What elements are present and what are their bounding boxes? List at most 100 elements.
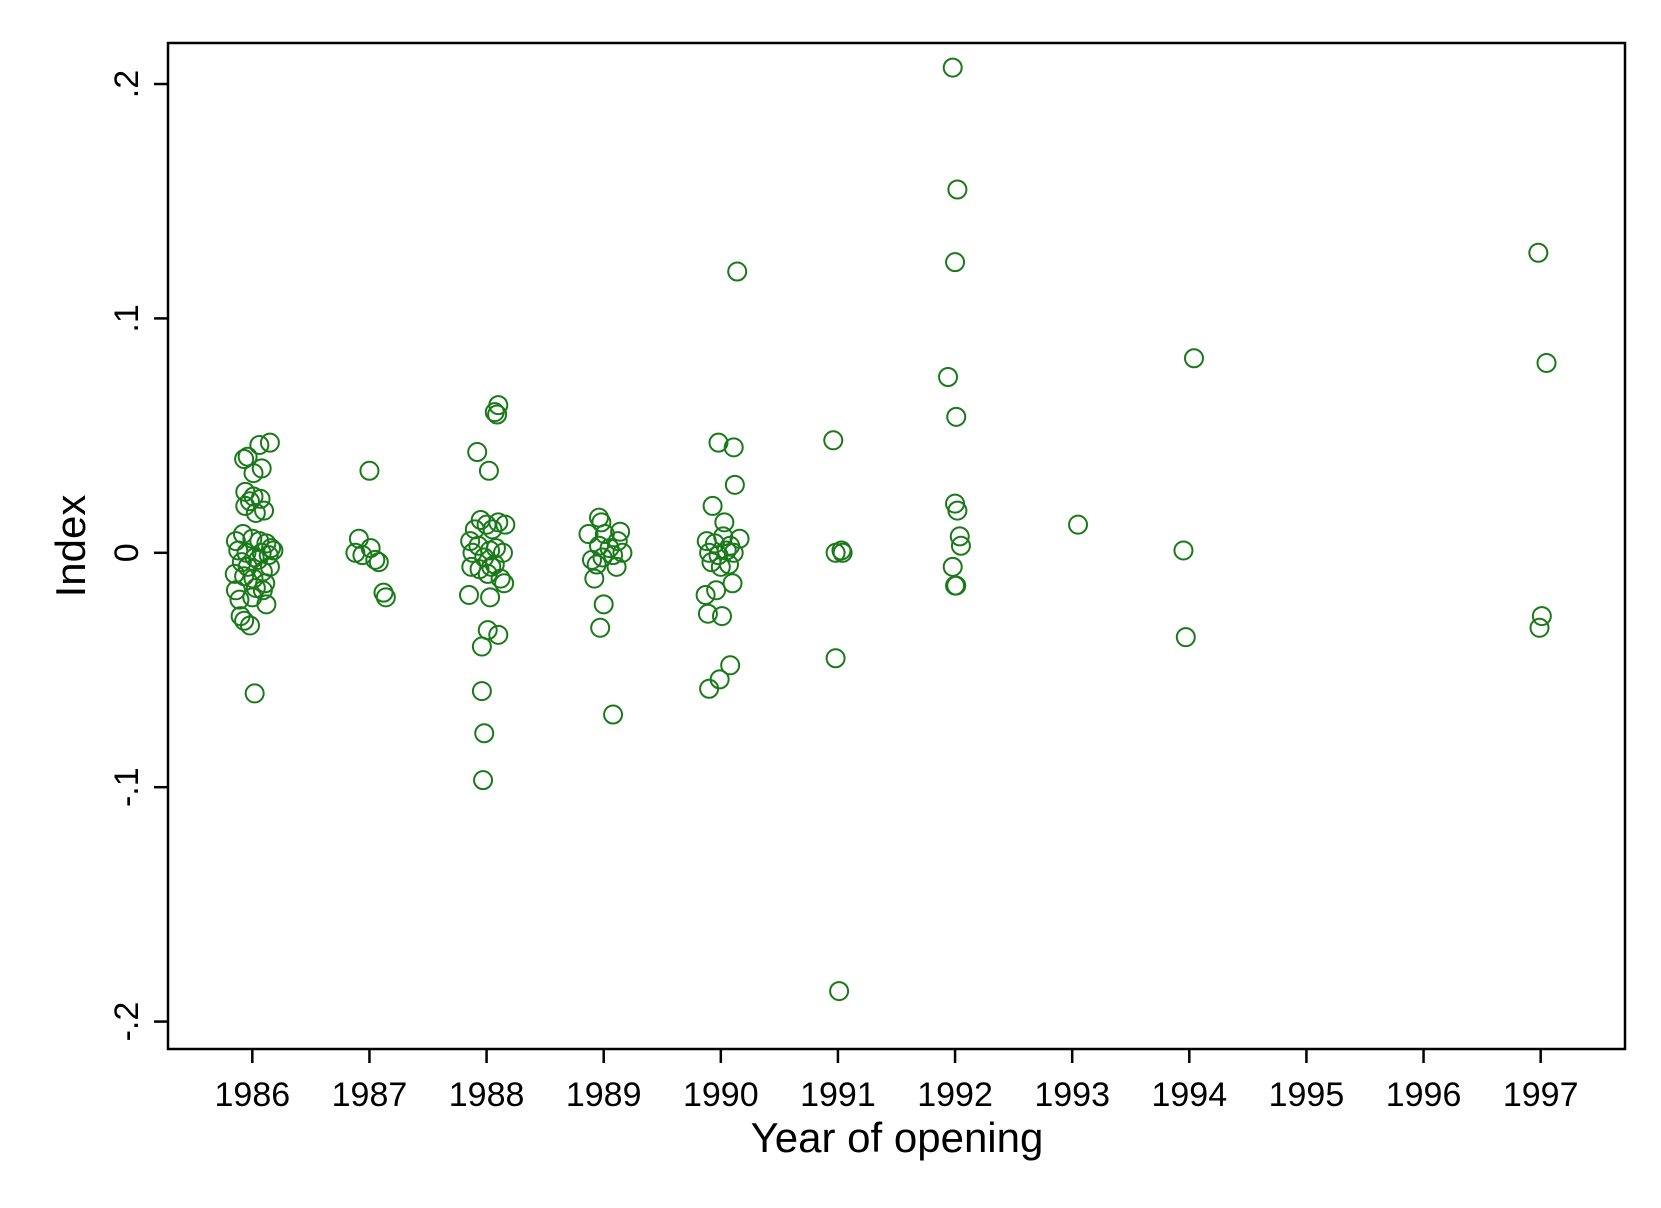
data-point <box>947 500 968 521</box>
data-point <box>710 556 731 577</box>
y-tick-label: 0 <box>108 543 146 562</box>
y-tick-label: .2 <box>108 70 146 98</box>
data-point <box>578 524 599 545</box>
data-point <box>365 549 386 570</box>
data-point <box>474 723 495 744</box>
data-point <box>495 514 516 535</box>
data-point <box>471 681 492 702</box>
data-point <box>359 460 380 481</box>
data-point <box>231 552 252 573</box>
x-tick-label: 1991 <box>800 1076 876 1114</box>
data-point <box>237 556 258 577</box>
y-tick-label: .1 <box>108 304 146 332</box>
data-point <box>723 437 744 458</box>
data-point <box>1183 348 1204 369</box>
data-point <box>235 495 256 516</box>
data-point <box>482 519 503 540</box>
data-point <box>1175 627 1196 648</box>
data-point <box>459 584 480 605</box>
data-point <box>720 655 741 676</box>
data-point <box>471 636 492 657</box>
data-point <box>1068 514 1089 535</box>
x-tick-label: 1989 <box>566 1076 642 1114</box>
y-axis-title: Index <box>47 495 94 598</box>
x-tick-label: 1995 <box>1269 1076 1345 1114</box>
data-point <box>711 606 732 627</box>
data-point <box>723 542 744 563</box>
data-point <box>228 540 249 561</box>
data-point <box>942 57 963 78</box>
data-point <box>1531 606 1552 627</box>
data-point <box>239 491 260 512</box>
data-point <box>481 556 502 577</box>
data-point <box>946 406 967 427</box>
data-point <box>1173 540 1194 561</box>
x-tick-label: 1987 <box>332 1076 408 1114</box>
data-point <box>606 556 627 577</box>
data-point <box>1529 617 1550 638</box>
data-point <box>709 669 730 690</box>
data-point <box>239 615 260 636</box>
data-point <box>478 460 499 481</box>
data-points <box>224 57 1557 1002</box>
data-point <box>225 580 246 601</box>
data-point <box>699 678 720 699</box>
data-point <box>949 526 970 547</box>
data-point <box>477 620 498 641</box>
data-point <box>603 545 624 566</box>
data-point <box>825 648 846 669</box>
data-point <box>603 704 624 725</box>
data-point <box>586 554 607 575</box>
data-point <box>248 549 269 570</box>
data-point <box>375 587 396 608</box>
data-point <box>823 430 844 451</box>
data-point <box>581 549 602 570</box>
data-point <box>225 531 246 552</box>
y-tick-label: -.1 <box>108 767 146 807</box>
data-point <box>467 442 488 463</box>
data-point <box>590 617 611 638</box>
data-point <box>256 533 277 554</box>
x-tick-label: 1990 <box>683 1076 759 1114</box>
data-point <box>727 261 748 282</box>
data-point <box>254 500 275 521</box>
data-point <box>722 573 743 594</box>
data-point <box>245 502 266 523</box>
data-point <box>259 432 280 453</box>
data-point <box>610 521 631 542</box>
data-point <box>706 580 727 601</box>
data-point <box>473 770 494 791</box>
y-tick-label: -.2 <box>108 1002 146 1042</box>
data-point <box>708 432 729 453</box>
data-point <box>484 554 505 575</box>
data-point <box>229 589 250 610</box>
data-point <box>480 587 501 608</box>
data-point <box>234 449 255 470</box>
data-point <box>945 252 966 273</box>
data-point <box>697 603 718 624</box>
plot-frame <box>166 41 1627 1051</box>
data-point <box>1536 352 1557 373</box>
x-tick-label: 1986 <box>215 1076 291 1114</box>
data-point <box>592 547 613 568</box>
data-point <box>494 573 515 594</box>
data-point <box>719 554 740 575</box>
data-point <box>946 575 967 596</box>
data-point <box>938 367 959 388</box>
data-point <box>832 542 853 563</box>
data-point <box>461 556 482 577</box>
data-point <box>487 404 508 425</box>
data-point <box>249 434 270 455</box>
x-axis: 1986 1987 1988 1989 1990 1991 1992 1993 1994 1995… <box>215 1049 1578 1114</box>
data-point <box>947 179 968 200</box>
x-tick-label: 1988 <box>449 1076 525 1114</box>
data-point <box>488 624 509 645</box>
data-point <box>702 495 723 516</box>
data-point <box>476 514 497 535</box>
data-point <box>252 580 273 601</box>
data-point <box>244 683 265 704</box>
data-point <box>942 556 963 577</box>
data-point <box>584 568 605 589</box>
data-point <box>368 552 389 573</box>
data-point <box>591 512 612 533</box>
